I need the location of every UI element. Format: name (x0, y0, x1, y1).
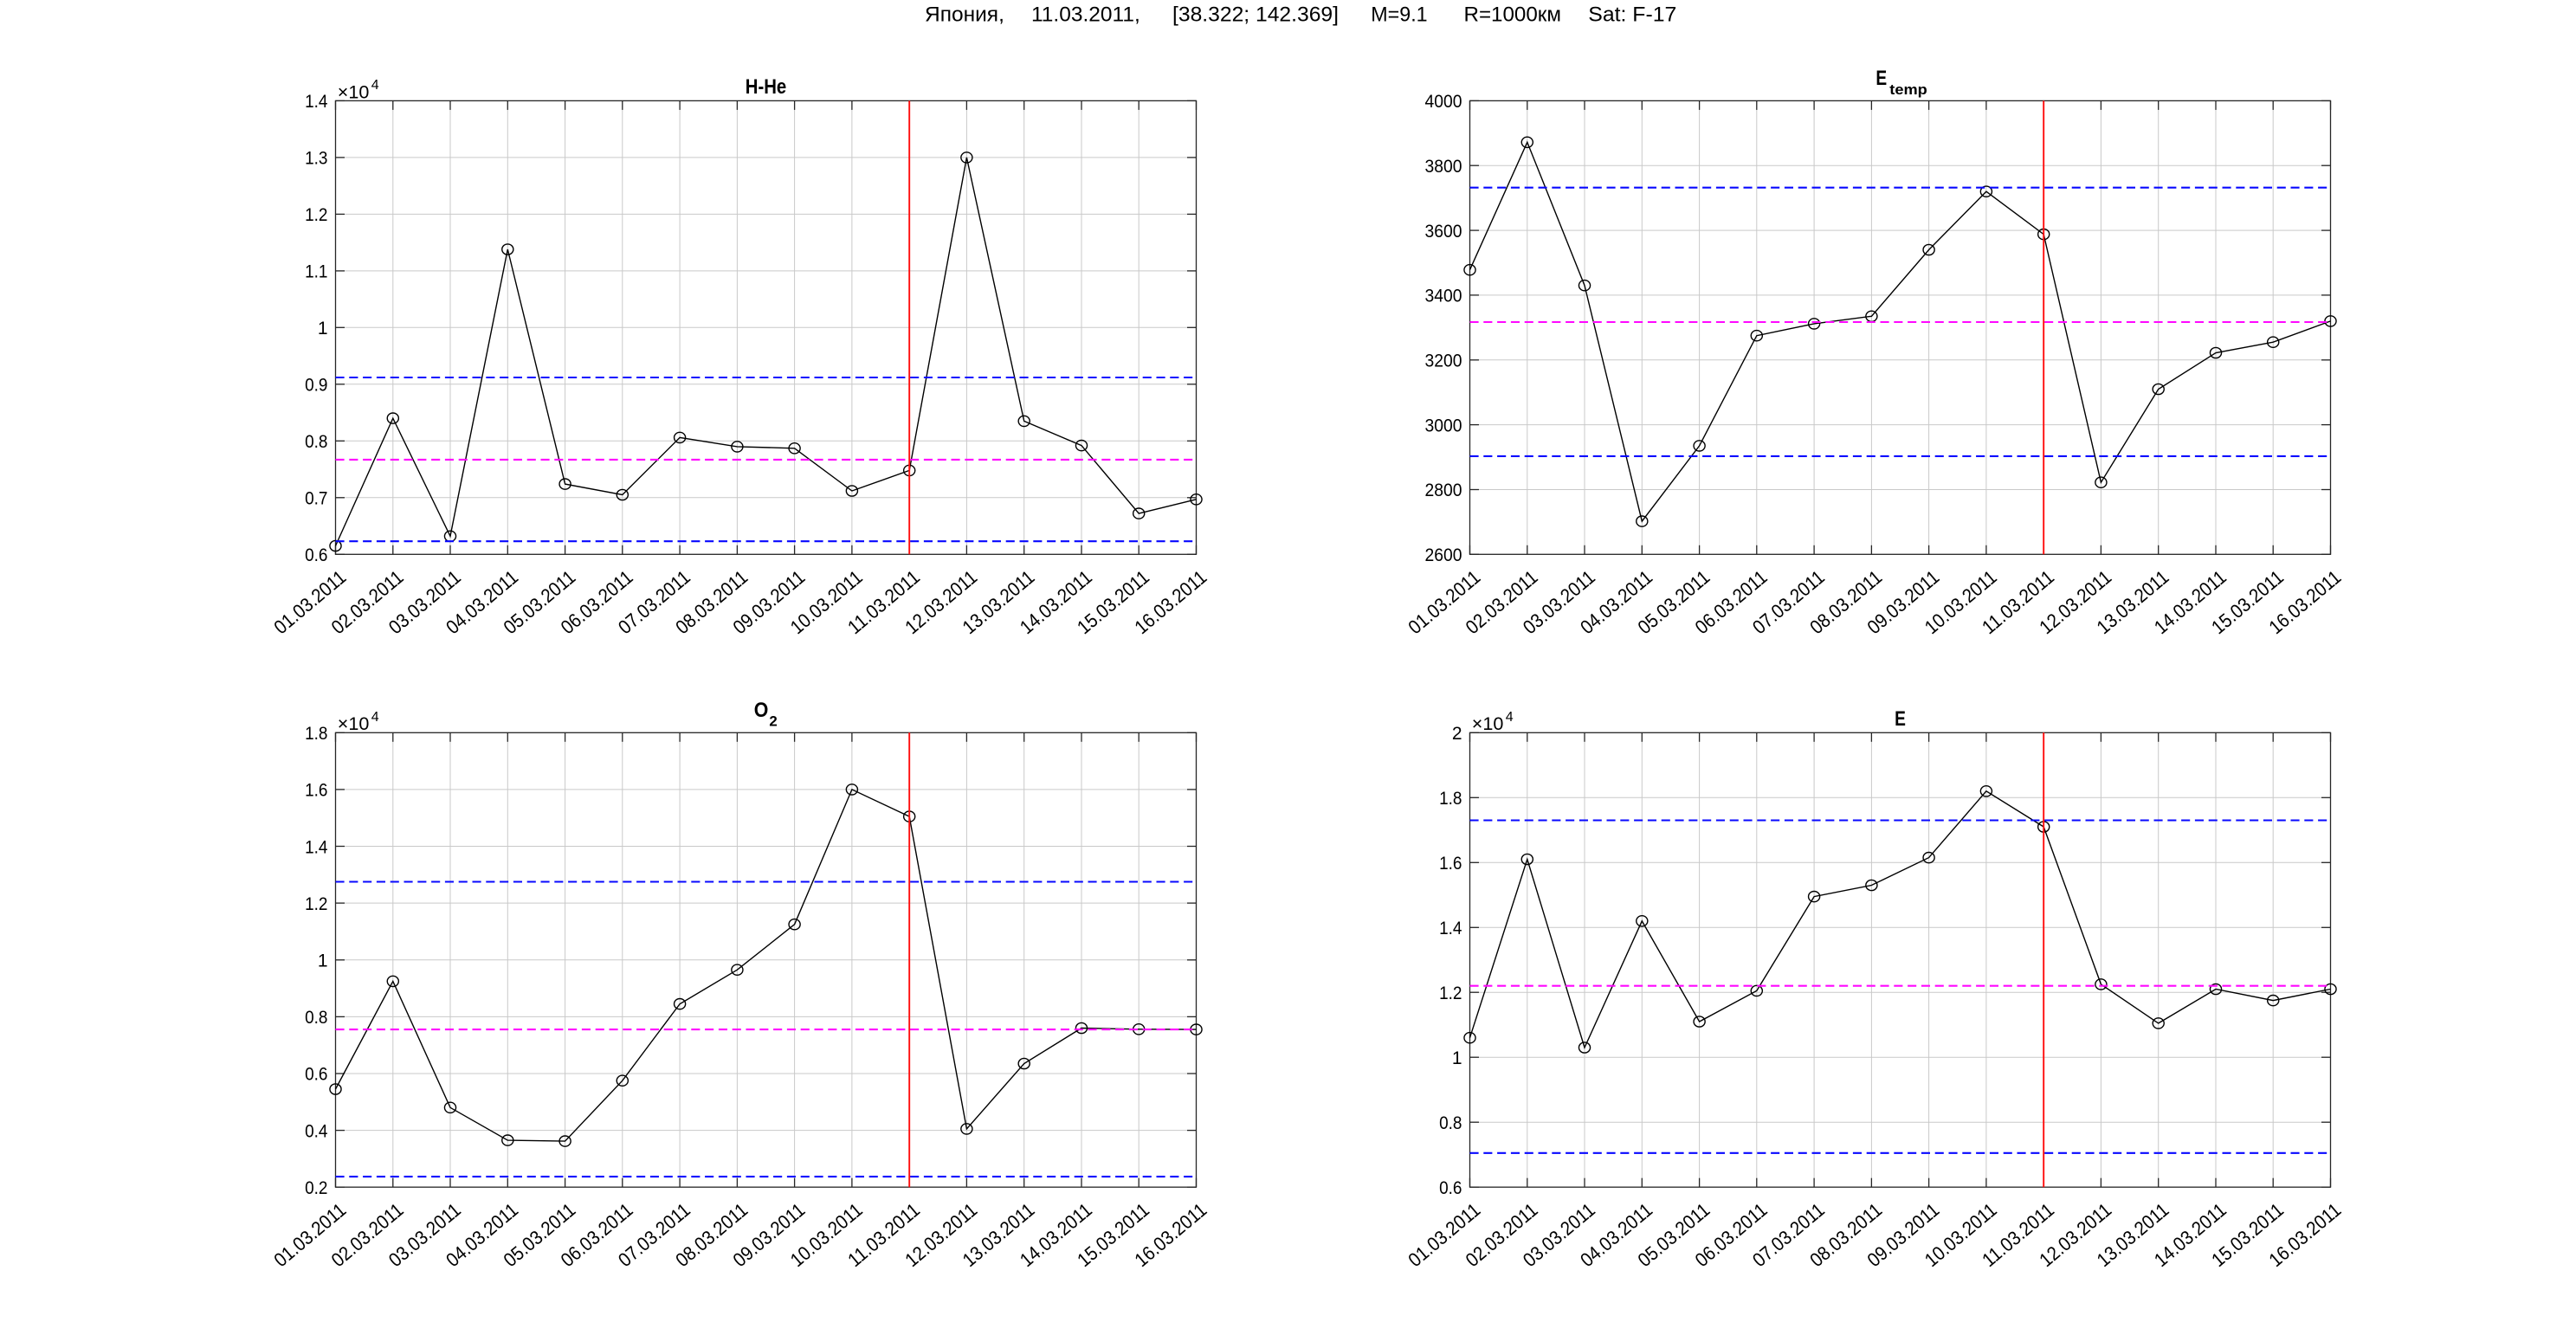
svg-text:E: E (1895, 707, 1906, 731)
svg-text:temp: temp (1889, 81, 1927, 98)
svg-text:4000: 4000 (1425, 92, 1462, 112)
svg-text:M=9.1: M=9.1 (1371, 3, 1427, 27)
svg-text:1.4: 1.4 (1439, 919, 1462, 938)
svg-text:1.4: 1.4 (305, 837, 328, 857)
svg-text:4: 4 (371, 710, 379, 725)
svg-text:0.8: 0.8 (305, 1008, 327, 1028)
svg-text:0.6: 0.6 (1439, 1178, 1462, 1198)
svg-text:1.6: 1.6 (305, 781, 327, 801)
svg-text:1.8: 1.8 (1439, 789, 1462, 809)
svg-text:1: 1 (1452, 1048, 1462, 1068)
svg-text:1.1: 1.1 (305, 262, 327, 282)
svg-text:3600: 3600 (1425, 222, 1462, 242)
svg-text:H-He: H-He (746, 75, 787, 99)
svg-text:E: E (1876, 67, 1887, 90)
svg-text:0.2: 0.2 (305, 1178, 327, 1198)
svg-text:3200: 3200 (1425, 351, 1462, 371)
svg-text:2: 2 (1452, 724, 1462, 744)
svg-text:2800: 2800 (1425, 480, 1462, 500)
svg-text:1.2: 1.2 (1439, 984, 1462, 1003)
svg-text:1.6: 1.6 (1439, 854, 1462, 874)
svg-text:3000: 3000 (1425, 416, 1462, 435)
svg-text:2: 2 (769, 713, 777, 730)
svg-text:Япония,: Япония, (925, 3, 1004, 27)
svg-text:0.8: 0.8 (305, 432, 327, 452)
svg-text:3800: 3800 (1425, 157, 1462, 177)
svg-text:1: 1 (318, 951, 328, 971)
svg-text:Sat: F-17: Sat: F-17 (1588, 3, 1676, 27)
svg-text:[38.322; 142.369]: [38.322; 142.369] (1172, 3, 1339, 27)
svg-text:2600: 2600 (1425, 545, 1462, 565)
svg-text:1: 1 (318, 319, 328, 339)
svg-text:1.2: 1.2 (305, 894, 327, 914)
svg-text:1.8: 1.8 (305, 724, 327, 744)
svg-text:×10: ×10 (1472, 714, 1504, 734)
svg-text:4: 4 (371, 78, 379, 93)
svg-text:×10: ×10 (338, 82, 370, 102)
svg-text:0.4: 0.4 (305, 1121, 328, 1141)
svg-text:1.3: 1.3 (305, 149, 327, 169)
svg-text:4: 4 (1506, 710, 1514, 725)
svg-text:1.4: 1.4 (305, 92, 328, 112)
svg-text:0.8: 0.8 (1439, 1113, 1462, 1133)
svg-text:0.6: 0.6 (305, 1065, 327, 1085)
svg-text:1.2: 1.2 (305, 205, 327, 225)
svg-text:0.9: 0.9 (305, 376, 327, 396)
svg-text:0.6: 0.6 (305, 545, 327, 565)
svg-text:3400: 3400 (1425, 287, 1462, 306)
svg-text:0.7: 0.7 (305, 489, 327, 509)
svg-text:O: O (754, 699, 769, 722)
svg-text:11.03.2011,: 11.03.2011, (1031, 3, 1140, 27)
svg-text:×10: ×10 (338, 714, 370, 734)
svg-text:R=1000км: R=1000км (1464, 3, 1562, 27)
